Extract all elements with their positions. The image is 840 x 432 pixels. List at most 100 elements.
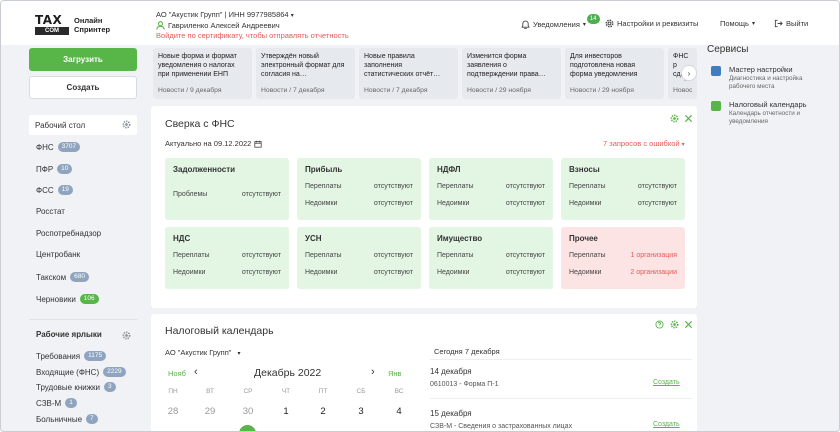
tile-debts[interactable]: Задолженности Проблемы отсутствуют <box>165 158 289 220</box>
news-card[interactable]: Для инвесторов подготовлена новая форма … <box>565 48 664 99</box>
sidebar-item-pfr[interactable]: ПФР 10 <box>36 164 73 174</box>
sidebar-item-rosstat[interactable]: Росстат <box>36 207 65 216</box>
calendar-day[interactable]: 3 <box>358 406 364 417</box>
calendar-day[interactable]: 2 <box>320 406 326 417</box>
certificate-warning-link[interactable]: Войдите по сертификату, чтобы отправлять… <box>156 31 349 40</box>
label-item-label: Трудовые книжки <box>36 382 101 392</box>
upload-button[interactable]: Загрузить <box>29 48 137 71</box>
sidebar-item-taxcom[interactable]: Такском 680 <box>36 272 89 282</box>
tile-value: 2 организации <box>630 269 677 276</box>
next-month-link[interactable]: Янв <box>388 369 402 378</box>
tile-row: Переплаты отсутствуют <box>305 183 413 190</box>
today-marker[interactable] <box>239 425 256 431</box>
actual-date: Актуально на 09.12.2022 <box>165 139 262 148</box>
label-item-label: Требования <box>36 351 81 361</box>
sidebar-item-centrobank[interactable]: Центробанк <box>36 250 80 259</box>
tile-nds[interactable]: НДС Переплаты отсутствуют Недоимки отсутст… <box>165 227 289 289</box>
count-badge: 10 <box>57 164 73 174</box>
notifications-count-badge: 14 <box>586 14 600 24</box>
close-icon[interactable] <box>684 114 693 123</box>
help-icon[interactable] <box>655 320 664 329</box>
tile-key: Переплаты <box>569 252 606 259</box>
gear-icon[interactable] <box>122 331 131 340</box>
count-badge: 1 <box>65 398 77 408</box>
tile-profit[interactable]: Прибыль Переплаты отсутствуют Недоимки отс… <box>297 158 421 220</box>
news-date: Новости / 29 ноября <box>570 87 634 94</box>
tile-value: отсутствуют <box>241 191 281 198</box>
sidebar-item-drafts[interactable]: Черновики 106 <box>36 294 99 304</box>
calendar-icon <box>711 101 721 111</box>
notifications-button[interactable]: Уведомления ▾ 14 <box>521 14 602 29</box>
tile-row: Переплаты 1 организация <box>569 252 677 259</box>
create-report-link[interactable]: Создать <box>653 379 680 386</box>
logout-icon <box>774 19 783 28</box>
label-item-work-books[interactable]: Трудовые книжки 3 <box>36 382 116 392</box>
tile-usn[interactable]: УСН Переплаты отсутствуют Недоимки отсутст… <box>297 227 421 289</box>
news-card[interactable]: Новые форма и формат уведомления о налог… <box>153 48 252 99</box>
tile-row: Переплаты отсутствуют <box>437 252 545 259</box>
user-selector[interactable]: Гавриленко Алексей Андреевич <box>156 21 280 30</box>
logout-button[interactable]: Выйти <box>774 19 808 28</box>
news-card[interactable]: Изменится форма заявления о подтверждени… <box>462 48 561 99</box>
tile-row: Переплаты отсутствуют <box>437 183 545 190</box>
tile-row: Недоимки отсутствуют <box>569 200 677 207</box>
sidebar-item-rospotrebnadzor[interactable]: Роспотребнадзор <box>36 229 101 238</box>
gear-icon[interactable] <box>670 114 679 123</box>
sidebar-item-fns[interactable]: ФНС 3707 <box>36 142 81 152</box>
sidebar-item-label: Роспотребнадзор <box>36 229 102 238</box>
prev-month-link[interactable]: Нояб <box>168 369 186 378</box>
label-item-incoming-fns[interactable]: Входящие (ФНС) 2229 <box>36 367 126 377</box>
event-name[interactable]: СЗВ-М - Сведения о застрахованных лицах <box>430 423 573 430</box>
calendar-day[interactable]: 4 <box>396 406 402 417</box>
event-name[interactable]: 0610013 - Форма П-1 <box>430 381 499 388</box>
label-item-requirements[interactable]: Требования 1175 <box>36 351 107 361</box>
errors-dropdown[interactable]: 7 запросов с ошибкой ▾ <box>603 139 685 148</box>
close-icon[interactable] <box>684 320 693 329</box>
calendar-day[interactable]: 28 <box>167 406 179 417</box>
settings-button[interactable]: Настройки и реквизиты <box>605 19 698 28</box>
news-date: Новости / 9 декабря <box>158 87 222 94</box>
sidebar-item-label: Центробанк <box>36 250 81 259</box>
tile-other[interactable]: Прочее Переплаты 1 организация Недоимки 2 … <box>561 227 685 289</box>
calendar-day[interactable]: 1 <box>283 406 289 417</box>
tile-value: отсутствуют <box>505 269 545 276</box>
service-setup-wizard[interactable]: Мастер настройки Диагностика и настройка… <box>711 65 821 91</box>
calendar-day[interactable]: 29 <box>204 406 216 417</box>
current-month: Декабрь 2022 <box>254 367 322 379</box>
calendar-icon <box>254 140 262 148</box>
tile-title: Задолженности <box>173 165 236 174</box>
org-select[interactable]: АО "Акустик Групп" ▾ <box>165 348 241 357</box>
gear-icon[interactable] <box>670 320 679 329</box>
org-selector[interactable]: АО "Акустик Групп" | ИНН 9977985864 ▾ <box>156 10 294 19</box>
help-button[interactable]: Помощь ▾ <box>720 19 755 28</box>
tile-value: отсутствуют <box>373 269 413 276</box>
service-tax-calendar[interactable]: Налоговый календарь Календарь отчетности… <box>711 100 821 126</box>
org-name: АО "Акустик Групп" | ИНН 9977985864 <box>156 10 289 19</box>
news-card[interactable]: Новые правила заполнения статистических … <box>359 48 458 99</box>
tile-value: отсутствуют <box>505 200 545 207</box>
weekday-label: ПН <box>168 388 178 395</box>
calendar-day[interactable]: 30 <box>242 406 254 417</box>
prev-month-arrow-icon[interactable]: ‹ <box>194 366 198 378</box>
event-date: 15 декабря <box>430 409 472 418</box>
tile-contributions[interactable]: Взносы Переплаты отсутствуют Недоимки отсу… <box>561 158 685 220</box>
tile-value: отсутствуют <box>373 183 413 190</box>
sidebar-item-fss[interactable]: ФСС 19 <box>36 185 73 195</box>
sidebar-item-desktop[interactable]: Рабочий стол <box>29 115 137 135</box>
card-title: Сверка с ФНС <box>165 118 235 130</box>
tile-ndfl[interactable]: НДФЛ Переплаты отсутствуют Недоимки отсутс… <box>429 158 553 220</box>
count-badge: 2229 <box>103 367 126 377</box>
tile-property[interactable]: Имущество Переплаты отсутствуют Недоимки о… <box>429 227 553 289</box>
next-month-arrow-icon[interactable]: › <box>371 366 375 378</box>
gear-icon[interactable] <box>122 120 131 129</box>
logo[interactable]: TAX COM Онлайн Спринтер <box>35 14 110 35</box>
tile-row: Переплаты отсутствуют <box>173 252 281 259</box>
tile-row: Недоимки отсутствуют <box>305 200 413 207</box>
news-next-button[interactable]: › <box>681 65 697 81</box>
sidebar-item-label: Такском <box>36 272 67 282</box>
label-item-sick-leave[interactable]: Больничные 7 <box>36 414 98 424</box>
news-card[interactable]: Утверждён новый электронный формат для с… <box>256 48 355 99</box>
label-item-szv-m[interactable]: СЗВ-М 1 <box>36 398 77 408</box>
create-button[interactable]: Создать <box>29 76 137 99</box>
create-report-link[interactable]: Создать <box>653 421 680 428</box>
